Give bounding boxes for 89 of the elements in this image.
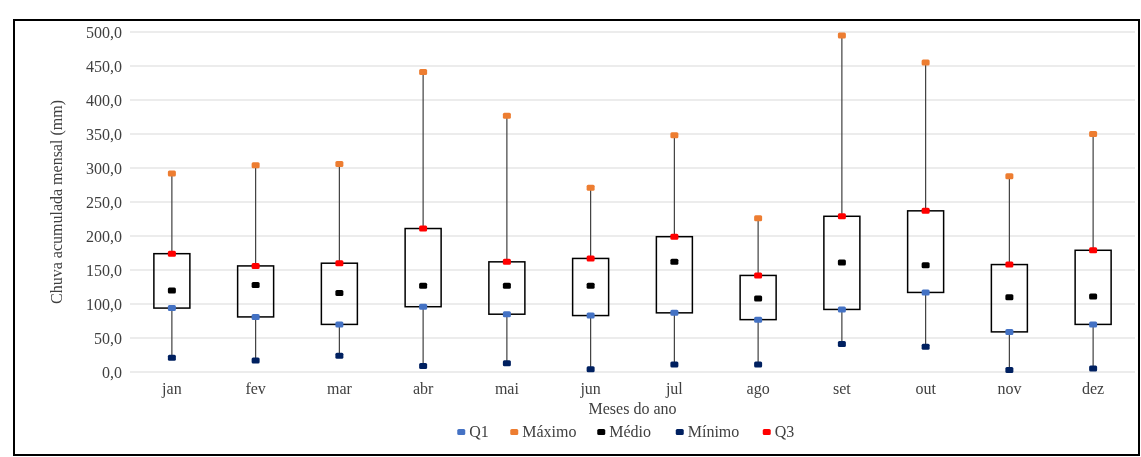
x-tick-label: nov xyxy=(997,380,1022,397)
point xyxy=(670,361,679,368)
point xyxy=(1089,321,1098,328)
point xyxy=(837,306,846,313)
point xyxy=(335,160,344,167)
point xyxy=(754,316,763,323)
point xyxy=(419,362,428,369)
point xyxy=(251,281,260,288)
x-tick-label: dez xyxy=(1082,380,1105,397)
point xyxy=(670,258,679,265)
point xyxy=(419,303,428,310)
point xyxy=(1089,365,1098,372)
y-tick-label: 450,0 xyxy=(86,57,122,75)
point xyxy=(921,343,930,350)
point xyxy=(419,69,428,76)
x-tick-label: abr xyxy=(412,380,435,397)
x-tick-label: jun xyxy=(579,380,601,398)
point xyxy=(1005,173,1014,180)
point xyxy=(586,366,595,373)
y-tick-label: 500,0 xyxy=(86,23,122,41)
point xyxy=(251,313,260,320)
point xyxy=(670,309,679,316)
point xyxy=(837,341,846,348)
point xyxy=(502,360,511,367)
legend-label: Mínimo xyxy=(687,423,740,440)
point xyxy=(670,132,679,139)
x-tick-label: mai xyxy=(494,380,520,397)
point xyxy=(502,282,511,289)
x-tick-label: jul xyxy=(664,380,684,398)
point xyxy=(670,233,679,240)
point xyxy=(419,225,428,232)
point xyxy=(335,321,344,328)
point xyxy=(167,354,176,361)
point xyxy=(586,255,595,262)
y-axis-title: Chuva acumulada mensal (mm) xyxy=(48,100,66,304)
y-tick-label: 0,0 xyxy=(102,363,122,381)
point xyxy=(754,361,763,368)
point xyxy=(1005,328,1014,335)
y-tick-label: 200,0 xyxy=(86,227,122,245)
point xyxy=(921,59,930,66)
y-tick-label: 300,0 xyxy=(86,159,122,177)
point xyxy=(1089,247,1098,254)
point xyxy=(502,311,511,318)
point xyxy=(167,287,176,294)
point xyxy=(335,352,344,359)
point xyxy=(921,289,930,296)
point xyxy=(754,295,763,302)
point xyxy=(251,162,260,169)
point xyxy=(837,213,846,220)
y-tick-label: 100,0 xyxy=(86,295,122,313)
legend-label: Q1 xyxy=(469,423,489,440)
point xyxy=(419,282,428,289)
point xyxy=(754,272,763,279)
point xyxy=(1005,261,1014,268)
y-tick-label: 250,0 xyxy=(86,193,122,211)
y-tick-label: 50,0 xyxy=(94,329,122,347)
point xyxy=(251,357,260,364)
point xyxy=(586,312,595,319)
legend-label: Q3 xyxy=(774,423,795,440)
point xyxy=(167,250,176,257)
point xyxy=(837,259,846,266)
y-tick-label: 400,0 xyxy=(86,91,122,109)
y-tick-label: 350,0 xyxy=(86,125,122,143)
x-axis-title: Meses do ano xyxy=(588,400,677,417)
x-tick-label: fev xyxy=(245,380,266,397)
point xyxy=(502,258,511,265)
x-tick-label: ago xyxy=(746,380,770,398)
x-tick-label: mar xyxy=(326,380,353,397)
x-tick-label: jan xyxy=(161,380,182,398)
point xyxy=(167,305,176,312)
point xyxy=(586,184,595,191)
point xyxy=(921,262,930,269)
y-tick-label: 150,0 xyxy=(86,261,122,279)
point xyxy=(1005,294,1014,301)
legend-label: Médio xyxy=(609,423,652,440)
point xyxy=(502,112,511,119)
point xyxy=(921,207,930,214)
point xyxy=(837,32,846,39)
point xyxy=(586,282,595,289)
legend-label: Máximo xyxy=(522,423,577,440)
point xyxy=(1089,293,1098,300)
x-tick-label: set xyxy=(832,380,852,397)
point xyxy=(167,170,176,177)
x-tick-label: out xyxy=(915,380,937,397)
point xyxy=(251,262,260,269)
point xyxy=(335,290,344,297)
point xyxy=(1005,366,1014,373)
point xyxy=(754,215,763,222)
point xyxy=(335,260,344,267)
